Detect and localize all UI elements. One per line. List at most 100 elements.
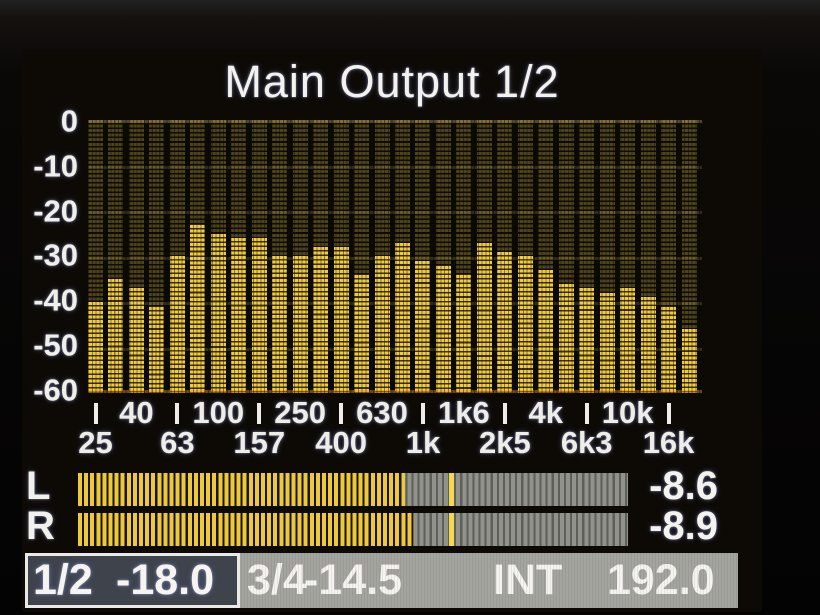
spectrum-bar-fill <box>579 288 595 393</box>
spectrum-bar-fill <box>497 252 513 393</box>
meter-right-track <box>78 513 628 546</box>
db-gridline <box>88 211 702 214</box>
frequency-tick <box>584 403 589 424</box>
spectrum-band-3.15k <box>517 120 533 393</box>
spectrum-bar-fill <box>640 297 656 393</box>
frequency-axis-row1: 40 100 250 630 1k6 4k 10k <box>88 395 702 430</box>
spectrum-band-16k <box>661 120 677 393</box>
frequency-label-4k: 4k <box>528 395 564 430</box>
spectrum-band-1.6k <box>456 120 472 393</box>
meter-left-fill <box>78 473 406 506</box>
output-1-2-level: -18.0 <box>116 556 215 604</box>
meter-left-value: -8.6 <box>649 464 718 508</box>
spectrum-band-800 <box>395 120 410 393</box>
frequency-tick <box>502 403 507 424</box>
meter-left-peak-marker <box>449 473 455 506</box>
frequency-tick <box>339 403 344 424</box>
spectrum-bar-fill <box>395 243 410 393</box>
db-tick-label: -30 <box>33 237 78 273</box>
frequency-label-16k: 16k <box>642 425 695 460</box>
spectrum-band-25 <box>88 120 103 393</box>
sample-rate: 192.0 <box>607 556 715 604</box>
db-gridline <box>88 302 702 305</box>
spectrum-bar-fill <box>661 307 677 393</box>
spectrum-bar-fill <box>128 288 144 393</box>
spectrum-bar-fill <box>517 256 533 393</box>
spectrum-bar-fill <box>231 238 247 393</box>
spectrum-band-1k <box>415 120 431 393</box>
spectrum-bar-fill <box>415 261 431 393</box>
spectrum-band-4k <box>538 120 554 393</box>
spectrum-band-31.5 <box>108 120 124 393</box>
spectrum-band-20k <box>681 120 697 393</box>
frequency-label-1k6: 1k6 <box>438 395 490 430</box>
page-title: Main Output 1/2 <box>224 56 560 107</box>
output-1-2-selected-box[interactable]: 1/2 -18.0 <box>25 553 240 608</box>
spectrum-band-5k <box>558 120 574 393</box>
frequency-label-40: 40 <box>119 395 154 430</box>
frequency-label-250: 250 <box>274 395 327 430</box>
frequency-label-100: 100 <box>192 395 245 430</box>
clock-source: INT <box>493 556 563 604</box>
spectrum-band-250 <box>292 120 308 393</box>
meter-right-peak-marker <box>449 513 455 546</box>
output-1-2-channel: 1/2 <box>33 556 93 604</box>
spectrum-bar-fill <box>538 270 554 393</box>
spectrum-bar-fill <box>190 225 206 393</box>
frequency-tick <box>257 403 262 424</box>
db-tick-label: 0 <box>60 103 78 139</box>
db-tick-label: -20 <box>33 193 78 229</box>
frequency-tick <box>666 403 671 424</box>
spectrum-band-6.3k <box>579 120 595 393</box>
spectrum-bar-fill <box>333 247 349 393</box>
spectrum-band-200 <box>272 120 288 393</box>
spectrum-bar-fill <box>476 243 492 393</box>
spectrum-band-50 <box>149 120 165 393</box>
spectrum-band-40 <box>128 120 144 393</box>
spectrum-plot <box>88 120 702 393</box>
spectrum-band-8k <box>599 120 615 393</box>
db-tick-label: -10 <box>33 148 78 184</box>
frequency-tick <box>93 403 98 424</box>
spectrum-bar-fill <box>435 266 451 393</box>
spectrum-band-2k <box>476 120 492 393</box>
spectrum-bar-fill <box>558 284 574 393</box>
spectrum-band-400 <box>333 120 349 393</box>
frequency-axis-row2: 25 63 157 400 1k 2k5 6k3 16k <box>78 425 702 460</box>
spectrum-band-1.25k <box>435 120 451 393</box>
frequency-label-6k3: 6k3 <box>560 425 613 460</box>
spectrum-band-630 <box>374 120 390 393</box>
spectrum-bar-fill <box>374 256 390 393</box>
spectrum-band-12.5k <box>640 120 656 393</box>
meter-right-fill <box>78 513 414 546</box>
spectrum-bar-fill <box>620 288 636 393</box>
spectrum-bar-fill <box>88 302 103 393</box>
spectrum-band-125 <box>231 120 247 393</box>
spectrum-band-80 <box>190 120 206 393</box>
spectrum-band-10k <box>620 120 636 393</box>
spectrum-bar-fill <box>272 256 288 393</box>
spectrum-bar-fill <box>149 307 165 393</box>
frequency-label-1k: 1k <box>405 425 441 460</box>
spectrum-bar-fill <box>169 256 185 393</box>
spectrum-band-100 <box>210 120 226 393</box>
meter-left-track <box>78 473 628 506</box>
meter-right-value: -8.9 <box>649 504 718 548</box>
status-bar: 1/2 -18.0 3/4 -14.5 INT 192.0 <box>25 553 738 608</box>
spectrum-bar-fill <box>108 279 124 393</box>
spectrum-bar-fill <box>354 275 370 393</box>
db-gridline <box>88 347 702 351</box>
spectrum-bar-fill <box>681 329 697 393</box>
frequency-label-25: 25 <box>78 425 113 460</box>
frequency-label-630: 630 <box>356 395 408 430</box>
spectrum-bar-fill <box>251 238 267 393</box>
output-3-4-channel: 3/4 <box>247 556 307 604</box>
db-tick-label: -40 <box>33 282 78 318</box>
db-gridline <box>88 256 702 260</box>
spectrum-band-500 <box>354 120 370 393</box>
device-screen: Main Output 1/2 0 -10 -20 -30 -40 -50 -60 40 10… <box>22 50 762 612</box>
db-gridline <box>88 120 702 123</box>
db-tick-label: -60 <box>33 372 78 408</box>
db-gridline <box>88 165 702 169</box>
